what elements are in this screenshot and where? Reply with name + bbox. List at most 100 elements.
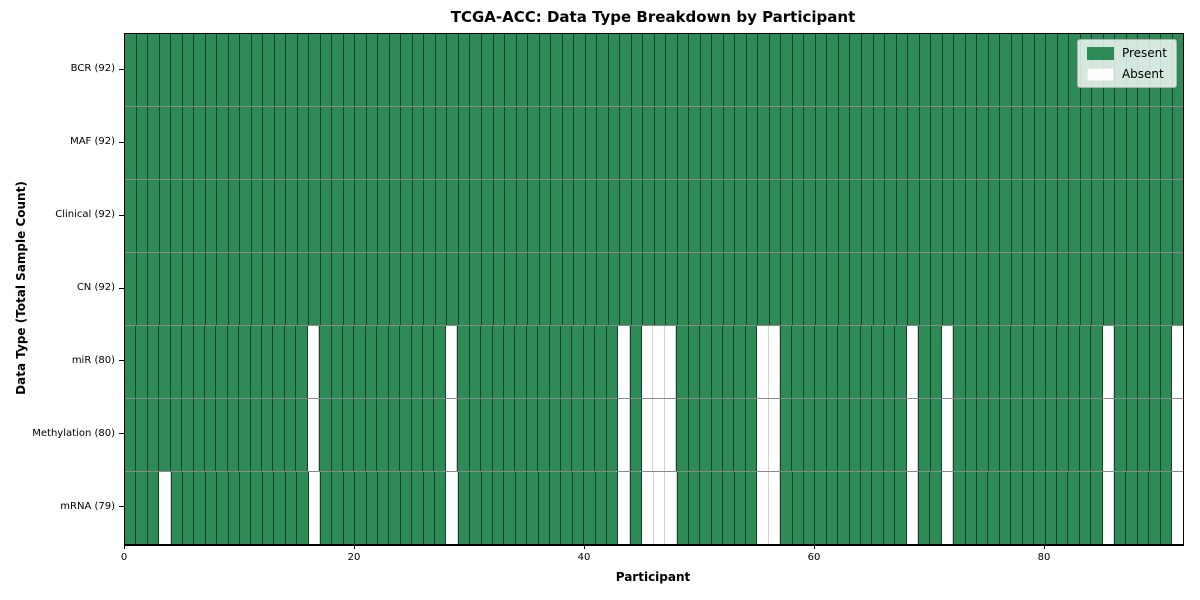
heatmap-cell — [332, 107, 344, 179]
heatmap-cell — [251, 472, 263, 544]
heatmap-cell — [1079, 472, 1092, 544]
y-tick-mark — [119, 214, 124, 216]
heatmap-cell — [434, 472, 447, 544]
heatmap-cell — [826, 472, 839, 544]
heatmap-cell — [401, 253, 413, 325]
heatmap-cell — [515, 472, 528, 544]
heatmap-cell — [228, 180, 241, 252]
heatmap-cell — [712, 253, 724, 325]
heatmap-cell — [677, 180, 690, 252]
heatmap-cell — [1045, 399, 1058, 471]
heatmap-row — [125, 34, 1184, 107]
heatmap-cell — [377, 326, 389, 398]
heatmap-cell — [896, 180, 909, 252]
heatmap-cell — [217, 253, 229, 325]
heatmap-cell — [159, 34, 172, 106]
heatmap-cell — [734, 399, 746, 471]
heatmap-cell — [827, 253, 839, 325]
heatmap-cell — [712, 34, 724, 106]
heatmap-cell — [273, 399, 285, 471]
heatmap-cell — [781, 107, 793, 179]
heatmap-cell — [862, 34, 874, 106]
heatmap-cell — [941, 326, 954, 398]
heatmap-cell — [205, 253, 218, 325]
heatmap-cell — [296, 326, 308, 398]
heatmap-cell — [148, 107, 160, 179]
heatmap-cell — [665, 472, 677, 544]
heatmap-cell — [965, 107, 978, 179]
heatmap-cell — [343, 34, 356, 106]
legend-label-present: Present — [1121, 46, 1167, 60]
heatmap-cell — [850, 107, 862, 179]
heatmap-cell — [906, 326, 919, 398]
heatmap-cell — [873, 34, 886, 106]
heatmap-cell — [470, 253, 482, 325]
heatmap-cell — [688, 326, 701, 398]
heatmap-cell — [251, 34, 264, 106]
heatmap-cell — [319, 472, 333, 544]
heatmap-cell — [274, 107, 287, 179]
heatmap-cell — [723, 34, 736, 106]
heatmap-cell — [931, 107, 943, 179]
heatmap-cell — [965, 326, 978, 398]
heatmap-cell — [538, 326, 550, 398]
heatmap-cell — [862, 253, 874, 325]
heatmap-cell — [919, 253, 932, 325]
heatmap-cell — [896, 34, 909, 106]
heatmap-cell — [666, 180, 678, 252]
heatmap-cell — [954, 180, 966, 252]
heatmap-cell — [515, 326, 527, 398]
heatmap-cell — [1138, 253, 1150, 325]
heatmap-cell — [492, 326, 504, 398]
heatmap-cell — [1000, 399, 1012, 471]
heatmap-cell — [838, 253, 851, 325]
heatmap-cell — [136, 326, 148, 398]
heatmap-cell — [412, 472, 424, 544]
heatmap-cell — [182, 180, 195, 252]
heatmap-cell — [332, 180, 344, 252]
heatmap-cell — [1149, 399, 1161, 471]
heatmap-row — [125, 399, 1183, 472]
heatmap-cell — [319, 326, 332, 398]
heatmap-cell — [493, 253, 506, 325]
heatmap-cell — [217, 472, 229, 544]
heatmap-cell — [136, 253, 149, 325]
heatmap-cell — [549, 399, 562, 471]
heatmap-cell — [803, 326, 816, 398]
heatmap-cell — [159, 253, 172, 325]
heatmap-cell — [136, 107, 149, 179]
heatmap-cell — [389, 253, 402, 325]
y-tick-label: mRNA (79) — [60, 500, 115, 512]
y-tick-mark — [119, 141, 124, 143]
heatmap-cell — [389, 472, 401, 544]
heatmap-cell — [735, 107, 747, 179]
heatmap-cell — [1091, 399, 1103, 471]
heatmap-cell — [1000, 326, 1012, 398]
heatmap-cell — [583, 326, 596, 398]
heatmap-cell — [677, 34, 690, 106]
heatmap-cell — [885, 253, 897, 325]
heatmap-cell — [205, 34, 218, 106]
heatmap-cell — [377, 399, 389, 471]
heatmap-cell — [838, 180, 851, 252]
heatmap-cell — [1057, 399, 1069, 471]
heatmap-cell — [388, 326, 401, 398]
heatmap-cell — [297, 34, 310, 106]
heatmap-cell — [355, 34, 367, 106]
heatmap-cell — [1011, 180, 1024, 252]
heatmap-cell — [309, 180, 321, 252]
heatmap-cell — [422, 399, 435, 471]
heatmap-cell — [125, 326, 137, 398]
heatmap-cell — [319, 399, 332, 471]
heatmap-cell — [1034, 399, 1046, 471]
heatmap-cell — [1056, 472, 1069, 544]
heatmap-cell — [263, 180, 275, 252]
heatmap-cell — [792, 472, 804, 544]
heatmap-cell — [908, 107, 920, 179]
heatmap-cell — [700, 399, 712, 471]
heatmap-cell — [216, 326, 228, 398]
heatmap-cell — [1126, 326, 1139, 398]
heatmap-cell — [1172, 180, 1184, 252]
heatmap-cell — [988, 107, 1001, 179]
heatmap-cell — [217, 180, 229, 252]
